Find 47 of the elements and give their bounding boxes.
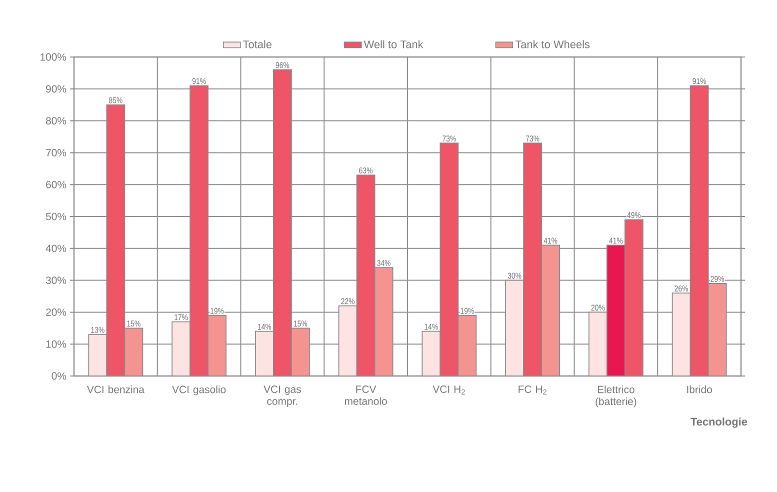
data-label: 19% xyxy=(460,308,474,314)
data-label: 96% xyxy=(276,62,290,68)
y-tick-label: 60% xyxy=(46,180,66,188)
y-tick-label: 10% xyxy=(46,340,66,348)
x-tick-label: Elettrico (batterie) xyxy=(596,386,636,408)
data-label: 17% xyxy=(174,314,188,320)
data-label: 41% xyxy=(609,238,623,244)
y-tick-label: 20% xyxy=(46,308,66,316)
x-tick-label: FCV metanolo xyxy=(344,386,387,405)
x-tick-label: VCI benzina xyxy=(86,386,144,394)
y-tick-label: 70% xyxy=(46,149,66,156)
y-tick-label: 0% xyxy=(52,372,66,380)
x-tick-label: VCI gas compr. xyxy=(264,386,301,407)
legend-label: Well to Tank xyxy=(364,40,424,48)
y-tick-label: 30% xyxy=(46,276,66,284)
y-tick-label: 100% xyxy=(40,53,66,61)
data-label: 91% xyxy=(192,78,206,84)
x-tick-label: Ibrido xyxy=(687,386,712,394)
data-label: 91% xyxy=(692,78,706,84)
data-label: 26% xyxy=(674,285,688,292)
data-label: 85% xyxy=(109,97,122,104)
x-axis-title: Tecnologie xyxy=(690,418,748,428)
data-label: 13% xyxy=(91,326,104,333)
data-label: 73% xyxy=(526,136,540,142)
data-label: 29% xyxy=(710,276,724,282)
data-label: 20% xyxy=(591,304,605,311)
y-tick-label: 80% xyxy=(46,117,66,125)
data-label: 41% xyxy=(544,238,558,244)
data-label: 63% xyxy=(359,167,373,174)
data-label: 22% xyxy=(341,298,355,304)
x-tick-label: VCI gasolio xyxy=(172,386,226,396)
data-label: 14% xyxy=(424,324,438,330)
y-tick-label: 90% xyxy=(46,85,66,93)
y-tick-label: 50% xyxy=(46,212,66,220)
data-label: 15% xyxy=(294,320,308,327)
x-tick-label: FC H$_{2}$ xyxy=(518,386,546,394)
data-label: 14% xyxy=(258,324,272,330)
x-tick-label: VCI H$_{2}$ xyxy=(432,386,465,394)
legend-label: Tank to Wheels xyxy=(515,40,590,48)
data-label: 15% xyxy=(127,320,140,327)
data-label: 30% xyxy=(508,272,522,279)
data-label: 19% xyxy=(210,308,224,314)
data-label: 73% xyxy=(442,136,456,142)
data-label: 34% xyxy=(377,260,391,266)
data-label: 49% xyxy=(627,212,641,218)
legend-label: Totale xyxy=(243,40,272,48)
y-tick-label: 40% xyxy=(46,244,66,252)
